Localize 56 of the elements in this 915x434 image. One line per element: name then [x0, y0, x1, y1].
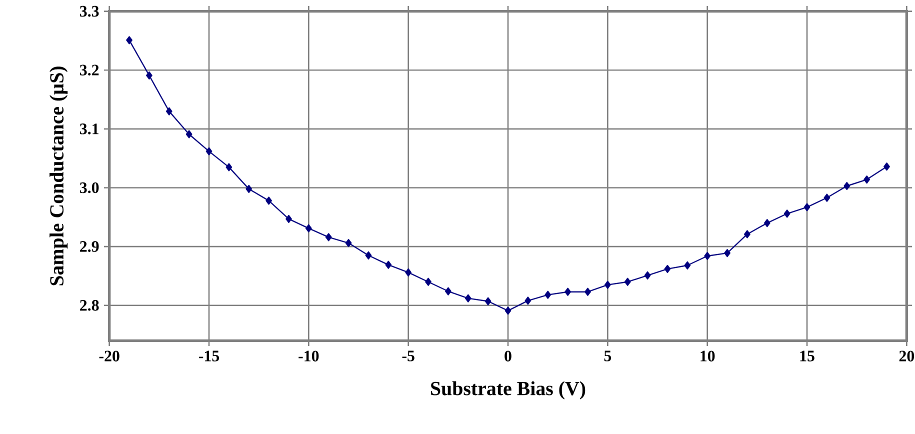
- point: [425, 278, 432, 286]
- y-tick-label: 3.3: [80, 6, 99, 17]
- point: [684, 261, 691, 270]
- point: [724, 248, 730, 258]
- x-axis-title: Substrate Bias (V): [431, 381, 586, 400]
- point: [644, 271, 651, 280]
- point: [504, 306, 512, 315]
- point: [146, 71, 152, 80]
- point: [624, 278, 631, 286]
- point: [266, 196, 272, 205]
- x-tick-label: -10: [298, 350, 319, 362]
- point: [524, 296, 532, 305]
- point: [604, 280, 611, 289]
- point: [884, 162, 890, 171]
- point: [126, 36, 132, 44]
- point: [804, 203, 810, 212]
- point: [744, 230, 750, 238]
- point: [544, 290, 552, 299]
- x-tick-label: 10: [700, 350, 715, 362]
- point: [345, 238, 352, 248]
- y-axis-title: Sample Conductance (µS): [50, 66, 68, 286]
- point: [445, 287, 452, 296]
- point: [226, 163, 232, 172]
- x-tick-label: 20: [899, 350, 914, 362]
- y-tick-label: 2.8: [80, 300, 99, 311]
- point: [584, 288, 591, 296]
- point: [186, 130, 192, 138]
- point: [824, 194, 830, 202]
- point: [484, 297, 492, 306]
- point: [844, 182, 850, 190]
- point: [305, 224, 312, 232]
- x-tick-label: 0: [504, 350, 512, 362]
- point: [704, 252, 711, 260]
- point: [286, 214, 292, 223]
- x-tick-label: -15: [198, 350, 220, 362]
- x-tick-label: -5: [402, 350, 414, 362]
- point: [166, 107, 172, 116]
- point: [664, 264, 671, 273]
- y-tick-label: 2.9: [80, 241, 99, 252]
- point: [864, 175, 870, 184]
- y-tick-label: 3.2: [80, 64, 99, 76]
- point: [764, 218, 770, 228]
- x-tick-label: 15: [800, 350, 814, 362]
- point: [784, 210, 790, 218]
- point: [385, 260, 392, 269]
- point: [405, 268, 412, 276]
- point: [325, 233, 332, 242]
- point: [564, 288, 571, 296]
- y-tick-label: 3.0: [80, 182, 99, 194]
- point: [365, 251, 372, 260]
- point: [206, 147, 212, 156]
- x-tick-label: 5: [604, 350, 612, 362]
- point: [464, 294, 472, 302]
- point: [246, 184, 252, 193]
- y-tick-label: 3.1: [80, 124, 98, 134]
- x-tick-label: -20: [99, 350, 120, 362]
